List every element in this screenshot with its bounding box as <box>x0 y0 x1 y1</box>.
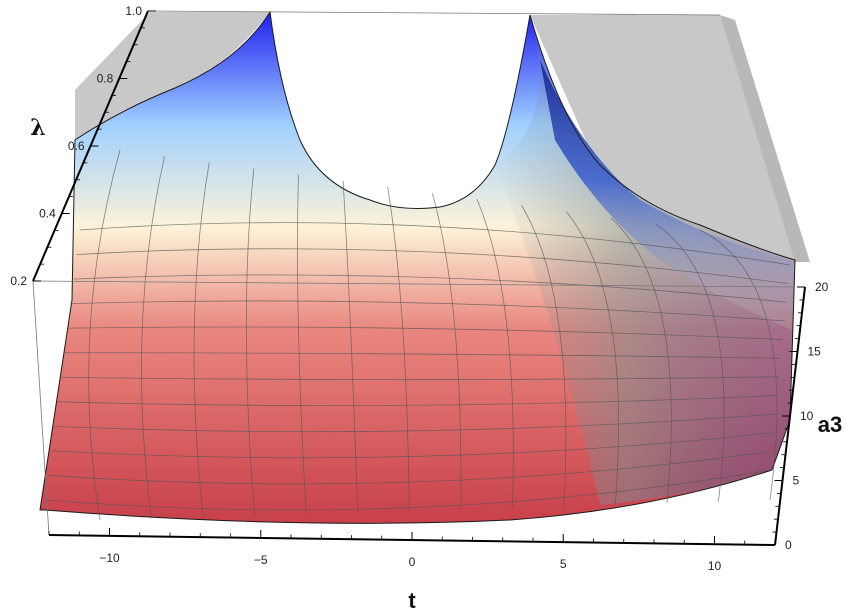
mesh-line-a3 <box>64 352 781 359</box>
mesh-line-t <box>699 229 778 501</box>
mesh-line-t <box>610 217 672 504</box>
mesh-line-a3 <box>67 326 783 340</box>
mesh-line-t <box>141 156 166 519</box>
x-axis-label: t <box>408 588 416 613</box>
surface-blue-band <box>540 60 795 330</box>
y-axis-label: a3 <box>818 412 842 437</box>
box-edge-back <box>32 280 796 288</box>
lambda-tick-label: 0.6 <box>68 139 85 153</box>
mesh-line-a3 <box>44 469 771 511</box>
mesh-line-a3 <box>54 413 776 433</box>
mesh-line-t <box>476 199 514 508</box>
mesh-line-t <box>431 192 462 510</box>
t-tick-label: −10 <box>99 551 120 565</box>
lambda-tick-label: 0.2 <box>10 274 27 288</box>
mesh-line-t <box>297 174 307 514</box>
clip-plane-right <box>530 15 795 260</box>
mesh-line-t <box>193 162 210 517</box>
t-tick-label: 5 <box>560 557 567 571</box>
mesh-line-t <box>565 211 619 505</box>
lambda-tick-label: 0.4 <box>39 207 56 221</box>
mesh-line-a3 <box>60 376 780 381</box>
mesh-line-t <box>245 168 256 516</box>
mesh-line-t <box>655 223 725 502</box>
mesh-line-a3 <box>51 432 774 459</box>
t-tick-label: 0 <box>409 555 416 569</box>
mesh-line-t <box>88 149 121 521</box>
lambda-tick-label: 0.8 <box>97 72 114 86</box>
a3-tick-label: 10 <box>800 409 814 423</box>
t-tick-label: 10 <box>708 559 722 573</box>
mesh-line-t <box>521 205 567 507</box>
a3-tick-label: 5 <box>793 474 800 488</box>
mesh-line-a3 <box>57 395 778 407</box>
mesh-line-a3 <box>70 300 785 322</box>
clip-plane-edge <box>720 15 810 262</box>
box-edge-left <box>32 280 50 536</box>
mesh-line-a3 <box>73 274 787 303</box>
mesh-line-t <box>342 180 359 513</box>
t-tick-label: −5 <box>254 553 268 567</box>
box-edge-top <box>147 10 721 16</box>
clip-plane-left <box>75 12 270 140</box>
a3-tick-label: 15 <box>808 345 822 359</box>
z-axis-label: λ <box>30 115 45 141</box>
a3-tick-label: 0 <box>785 538 792 552</box>
a3-tick-label: 20 <box>815 280 829 294</box>
mesh-line-a3 <box>79 222 791 266</box>
lambda-tick-label: 1.0 <box>125 4 142 18</box>
mesh-line-a3 <box>48 450 772 485</box>
mesh-line-a3 <box>76 248 789 285</box>
